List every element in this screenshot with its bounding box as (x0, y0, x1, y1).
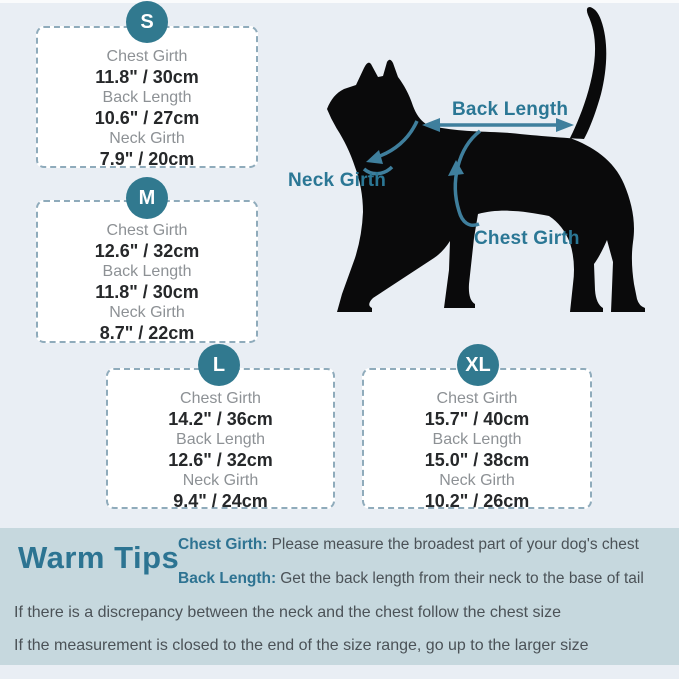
neck-girth-label: Neck Girth (288, 170, 387, 191)
measurement-value: 9.4" / 24cm (173, 491, 268, 511)
measurement-label: Back Length (102, 89, 192, 106)
measurement-label: Neck Girth (109, 304, 185, 321)
measurement-value: 11.8" / 30cm (95, 282, 199, 302)
measurement-value: 11.8" / 30cm (95, 67, 199, 87)
measurement-value: 8.7" / 22cm (99, 323, 195, 343)
tip-back-length: Back Length: Get the back length from the… (178, 570, 644, 588)
cat-silhouette (327, 7, 645, 312)
size-badge-l: L (198, 344, 240, 386)
measurement-label: Chest Girth (106, 222, 188, 239)
tip-text: Get the back length from their neck to t… (280, 570, 644, 587)
tip-term: Back Length: (178, 570, 277, 587)
chest-girth-arrow (448, 129, 482, 227)
tip-note-size-range: If the measurement is closed to the end … (14, 637, 589, 654)
cat-measurement-diagram (327, 7, 645, 312)
measurement-value: 12.6" / 32cm (94, 241, 200, 261)
measurement-label: Chest Girth (106, 48, 188, 65)
measurement-label: Neck Girth (109, 130, 185, 147)
measurement-value: 10.6" / 27cm (94, 108, 200, 128)
measurement-value: 15.7" / 40cm (424, 409, 530, 429)
measurement-label: Back Length (432, 431, 522, 448)
size-badge-m: M (126, 177, 168, 219)
size-card-m: Chest Girth 12.6" / 32cm Back Length 11.… (36, 200, 258, 343)
size-badge-xl: XL (457, 344, 499, 386)
back-length-arrow (422, 118, 574, 132)
measurement-label: Back Length (102, 263, 192, 280)
neck-girth-arrow (362, 120, 419, 176)
measurement-label: Back Length (176, 431, 265, 448)
measurement-label: Neck Girth (182, 472, 259, 489)
chest-girth-label: Chest Girth (474, 228, 580, 249)
size-card-l: Chest Girth 14.2" / 36cm Back Length 12.… (106, 368, 335, 511)
tip-note-discrepancy: If there is a discrepancy between the ne… (14, 604, 561, 621)
top-strip (0, 0, 679, 3)
tip-text: Please measure the broadest part of your… (271, 536, 639, 553)
measurement-value: 7.9" / 20cm (99, 149, 195, 169)
warm-tips-title: Warm Tips (18, 540, 180, 575)
tip-term: Chest Girth: (178, 536, 268, 553)
measurement-label: Chest Girth (436, 390, 518, 407)
measurement-label: Neck Girth (439, 472, 515, 489)
measurement-value: 14.2" / 36cm (168, 409, 273, 429)
warm-tips-band: Warm Tips Chest Girth: Please measure the… (0, 528, 679, 665)
size-badge-s: S (126, 1, 168, 43)
size-card-xl: Chest Girth 15.7" / 40cm Back Length 15.… (362, 368, 592, 511)
tip-chest-girth: Chest Girth: Please measure the broadest … (178, 536, 639, 554)
measurement-value: 15.0" / 38cm (424, 450, 530, 470)
measurement-value: 12.6" / 32cm (168, 450, 273, 470)
measurement-value: 10.2" / 26cm (424, 491, 530, 511)
back-length-label: Back Length (452, 99, 569, 120)
measurement-label: Chest Girth (180, 390, 261, 407)
